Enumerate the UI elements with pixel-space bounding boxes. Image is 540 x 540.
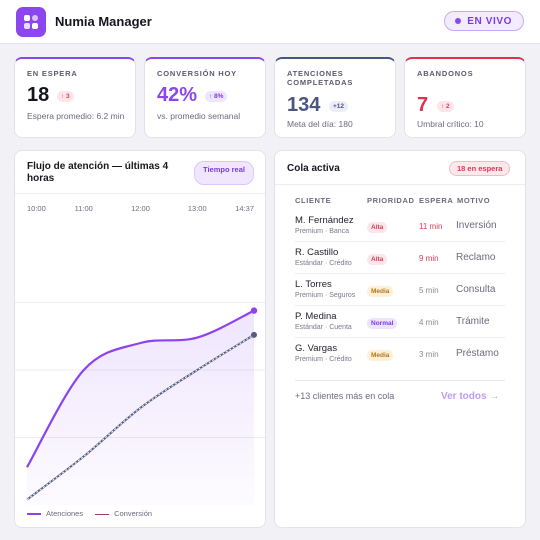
priority-badge: Alta: [367, 254, 388, 265]
wait-time: 5 min: [419, 286, 439, 295]
client-name: P. Medina: [295, 311, 337, 322]
motive: Reclamo: [456, 252, 496, 263]
client-meta: Estándar · Crédito: [295, 260, 352, 267]
kpi-label: ABANDONOS: [417, 69, 474, 78]
queue-title: Cola activa: [287, 163, 340, 174]
conversion-line-dash: [26, 334, 255, 500]
queue-row[interactable]: M. Fernández Premium · Banca Alta 11 min…: [295, 211, 505, 242]
flow-divider: [15, 193, 265, 194]
legend-atenciones: Atenciones: [27, 509, 83, 518]
app-logo-icon: [16, 7, 46, 37]
x-tick-label: 10:00: [27, 204, 46, 213]
motive: Consulta: [456, 284, 496, 295]
kpi-value: 42%: [157, 84, 198, 106]
kpi-card-completed: ATENCIONES COMPLETADAS 134 +12 Meta del …: [274, 57, 396, 138]
wait-time: 4 min: [419, 318, 439, 327]
kpi-delta-badge: +12: [329, 101, 349, 112]
kpi-value: 7: [417, 94, 429, 116]
kpi-delta-badge: ↑ 3: [57, 91, 74, 102]
queue-panel: Cola activa 18 en espera CLIENTE PRIORID…: [274, 150, 526, 528]
view-all-link[interactable]: Ver todos →: [441, 391, 500, 402]
kpi-delta-badge: ↑ 2: [437, 101, 454, 112]
more-clients-text: +13 clientes más en cola: [295, 391, 395, 401]
live-status-badge: EN VIVO: [444, 11, 524, 31]
conversion-end-point: [251, 331, 257, 338]
client-meta: Premium · Banca: [295, 228, 350, 235]
client-name: M. Fernández: [295, 215, 354, 226]
wait-time: 3 min: [419, 350, 439, 359]
queue-count-badge: 18 en espera: [449, 161, 511, 176]
legend-label-conversion: Conversión: [114, 509, 153, 518]
legend-swatch-conversion: [95, 513, 110, 515]
kpi-label: CONVERSIÓN HOY: [157, 69, 237, 78]
col-header-espera: ESPERA: [419, 196, 454, 205]
atenciones-end-point: [250, 307, 258, 314]
legend-label-atenciones: Atenciones: [46, 509, 84, 518]
kpi-delta-badge: ↑ 8%: [205, 91, 228, 102]
x-tick-label: 13:00: [188, 204, 207, 213]
flow-chart: 10:00 11:00 12:00 13:00 14:37: [15, 204, 265, 505]
kpi-card-waiting: EN ESPERA 18 ↑ 3 Espera promedio: 6.2 mi…: [14, 57, 136, 138]
kpi-value: 134: [287, 94, 321, 116]
kpi-label: EN ESPERA: [27, 69, 78, 78]
queue-footer-divider: [295, 380, 505, 381]
queue-row[interactable]: L. Torres Premium · Seguros Media 5 min …: [295, 275, 505, 306]
live-label: EN VIVO: [467, 15, 512, 27]
live-dot-icon: [455, 18, 462, 24]
queue-row[interactable]: R. Castillo Estándar · Crédito Alta 9 mi…: [295, 243, 505, 274]
client-meta: Premium · Seguros: [295, 292, 356, 299]
col-header-cliente: CLIENTE: [295, 196, 332, 205]
kpi-subtext: Umbral crítico: 10: [417, 119, 484, 129]
atenciones-line: [26, 309, 255, 468]
priority-badge: Media: [367, 286, 394, 297]
legend-swatch-atenciones: [27, 513, 41, 516]
client-name: R. Castillo: [295, 247, 339, 258]
legend-conversion: Conversión: [95, 509, 152, 518]
col-header-prioridad: PRIORIDAD: [367, 196, 415, 205]
col-header-motivo: MOTIVO: [457, 196, 491, 205]
kpi-subtext: Meta del día: 180: [287, 119, 353, 129]
flow-legend: Atenciones Conversión: [27, 509, 152, 518]
motive: Inversión: [456, 220, 497, 231]
flow-panel: Flujo de atención — últimas 4 horas Tiem…: [14, 150, 266, 528]
queue-row[interactable]: G. Vargas Premium · Crédito Media 3 min …: [295, 339, 505, 370]
queue-divider: [275, 184, 525, 185]
priority-badge: Media: [367, 350, 394, 361]
realtime-badge: Tiempo real: [194, 161, 254, 185]
wait-time: 11 min: [419, 222, 443, 231]
motive: Préstamo: [456, 348, 499, 359]
x-tick-label: 14:37: [235, 204, 254, 213]
flow-title: Flujo de atención — últimas 4 horas: [27, 161, 169, 184]
wait-time: 9 min: [419, 254, 439, 263]
client-name: L. Torres: [295, 279, 332, 290]
client-name: G. Vargas: [295, 343, 338, 354]
x-tick-label: 12:00: [131, 204, 150, 213]
kpi-subtext: Espera promedio: 6.2 min: [27, 111, 125, 121]
priority-badge: Normal: [367, 318, 398, 329]
priority-badge: Alta: [367, 222, 388, 233]
kpi-card-abandons: ABANDONOS 7 ↑ 2 Umbral crítico: 10: [404, 57, 526, 138]
kpi-label: ATENCIONES COMPLETADAS: [287, 69, 354, 87]
queue-row[interactable]: P. Medina Estándar · Cuenta Normal 4 min…: [295, 307, 505, 338]
kpi-subtext: vs. promedio semanal: [157, 111, 241, 121]
app-title: Numia Manager: [55, 14, 152, 29]
client-meta: Premium · Crédito: [295, 356, 352, 363]
client-meta: Estándar · Cuenta: [295, 324, 352, 331]
top-bar: Numia Manager EN VIVO: [0, 0, 540, 44]
x-tick-label: 11:00: [75, 204, 93, 213]
kpi-card-conversion: CONVERSIÓN HOY 42% ↑ 8% vs. promedio sem…: [144, 57, 266, 138]
motive: Trámite: [456, 316, 490, 327]
kpi-value: 18: [27, 84, 50, 106]
